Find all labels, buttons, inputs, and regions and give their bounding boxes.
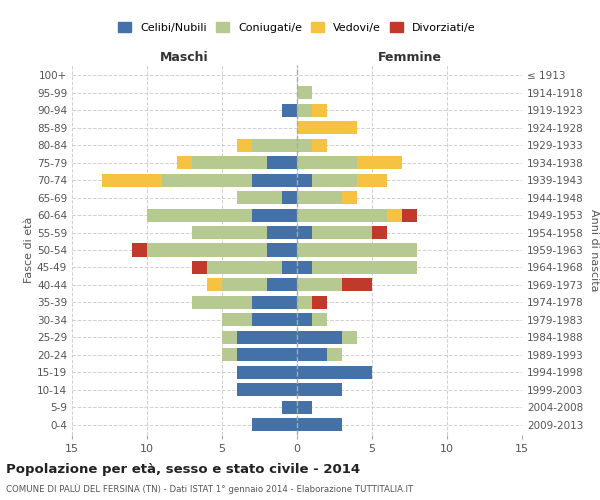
Bar xyxy=(282,261,297,274)
Y-axis label: Anni di nascita: Anni di nascita xyxy=(589,209,599,291)
Bar xyxy=(312,226,372,239)
Bar xyxy=(267,278,297,291)
Bar xyxy=(237,383,297,396)
Bar xyxy=(192,296,252,309)
Bar xyxy=(297,156,357,170)
Bar xyxy=(282,400,297,413)
Bar xyxy=(102,174,162,186)
Bar xyxy=(297,261,312,274)
Bar xyxy=(342,330,357,344)
Bar xyxy=(297,278,342,291)
Bar xyxy=(222,348,237,362)
Bar xyxy=(252,314,297,326)
Bar xyxy=(357,174,387,186)
Legend: Celibi/Nubili, Coniugati/e, Vedovi/e, Divorziati/e: Celibi/Nubili, Coniugati/e, Vedovi/e, Di… xyxy=(115,19,479,36)
Bar xyxy=(297,400,312,413)
Bar xyxy=(132,244,147,256)
Bar xyxy=(297,226,312,239)
Bar xyxy=(222,330,237,344)
Bar xyxy=(297,366,372,378)
Bar xyxy=(237,191,282,204)
Bar xyxy=(297,122,357,134)
Bar xyxy=(237,138,252,152)
Bar xyxy=(312,314,327,326)
Text: COMUNE DI PALÙ DEL FERSINA (TN) - Dati ISTAT 1° gennaio 2014 - Elaborazione TUTT: COMUNE DI PALÙ DEL FERSINA (TN) - Dati I… xyxy=(6,484,413,494)
Bar xyxy=(237,330,297,344)
Bar xyxy=(342,278,372,291)
Text: Popolazione per età, sesso e stato civile - 2014: Popolazione per età, sesso e stato civil… xyxy=(6,462,360,475)
Bar xyxy=(312,138,327,152)
Bar xyxy=(297,418,342,431)
Bar xyxy=(252,208,297,222)
Bar xyxy=(252,418,297,431)
Bar xyxy=(402,208,417,222)
Bar xyxy=(252,296,297,309)
Bar xyxy=(252,174,297,186)
Bar xyxy=(297,330,342,344)
Bar xyxy=(282,191,297,204)
Bar xyxy=(297,208,387,222)
Bar xyxy=(297,191,342,204)
Bar xyxy=(222,278,267,291)
Bar xyxy=(312,296,327,309)
Bar xyxy=(357,156,402,170)
Bar xyxy=(162,174,252,186)
Bar xyxy=(297,174,312,186)
Bar xyxy=(177,156,192,170)
Bar xyxy=(297,348,327,362)
Bar xyxy=(312,104,327,117)
Bar xyxy=(237,366,297,378)
Bar xyxy=(237,348,297,362)
Bar xyxy=(192,226,267,239)
Bar xyxy=(297,86,312,100)
Bar xyxy=(267,226,297,239)
Bar xyxy=(297,383,342,396)
Bar xyxy=(207,261,282,274)
Bar xyxy=(267,156,297,170)
Bar xyxy=(267,244,297,256)
Bar xyxy=(297,138,312,152)
Bar xyxy=(147,208,252,222)
Bar xyxy=(372,226,387,239)
Bar xyxy=(297,104,312,117)
Bar xyxy=(387,208,402,222)
Bar xyxy=(297,296,312,309)
Bar xyxy=(282,104,297,117)
Bar xyxy=(342,191,357,204)
Bar xyxy=(192,156,267,170)
Bar xyxy=(312,174,357,186)
Bar xyxy=(312,261,417,274)
Bar xyxy=(252,138,297,152)
Bar xyxy=(222,314,252,326)
Bar xyxy=(327,348,342,362)
Bar xyxy=(297,244,417,256)
Y-axis label: Fasce di età: Fasce di età xyxy=(24,217,34,283)
Text: Femmine: Femmine xyxy=(377,51,442,64)
Bar xyxy=(207,278,222,291)
Bar xyxy=(192,261,207,274)
Bar xyxy=(147,244,267,256)
Text: Maschi: Maschi xyxy=(160,51,209,64)
Bar xyxy=(297,314,312,326)
